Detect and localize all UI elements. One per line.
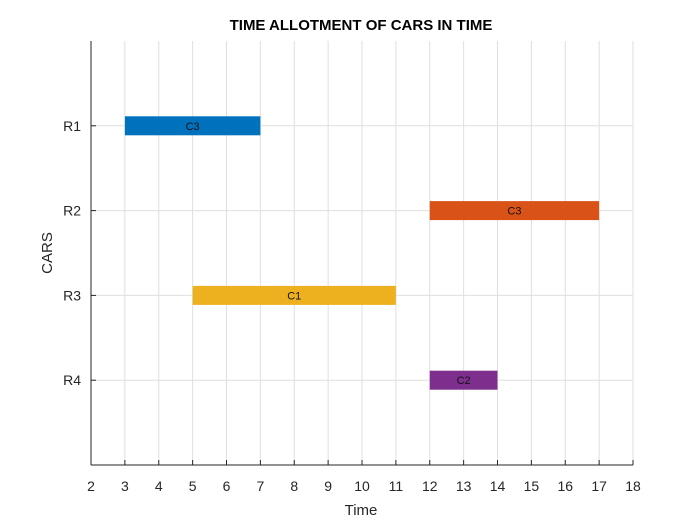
bar-label: C1	[287, 290, 301, 302]
x-tick-label: 8	[290, 478, 298, 494]
y-tick-label: R2	[63, 203, 81, 219]
x-tick-label: 3	[121, 478, 129, 494]
gantt-bar	[429, 370, 498, 390]
y-axis-label: CARS	[39, 232, 56, 274]
grid	[90, 41, 634, 465]
gantt-bar	[124, 116, 261, 136]
x-tick-label: 9	[324, 478, 332, 494]
chart-title: TIME ALLOTMENT OF CARS IN TIME	[230, 17, 493, 34]
bars: C3 C3 C1 C2	[124, 116, 600, 390]
bar-label: C3	[507, 206, 521, 218]
y-tick-label: R3	[63, 287, 81, 303]
x-tick-label: 10	[354, 478, 370, 494]
x-tick-label: 7	[256, 478, 264, 494]
x-tick-label: 15	[524, 478, 540, 494]
x-tick-label: 5	[189, 478, 197, 494]
gantt-bar	[192, 285, 396, 305]
x-tick-label: 13	[456, 478, 472, 494]
y-tick-label: R1	[63, 118, 81, 134]
x-tick-label: 16	[557, 478, 573, 494]
x-tick-label: 14	[490, 478, 506, 494]
bar-label: C3	[186, 121, 200, 133]
bar-label: C2	[457, 375, 471, 387]
x-tick-label: 11	[389, 478, 404, 494]
x-tick-label: 2	[87, 478, 95, 494]
x-tick-label: 12	[422, 478, 438, 494]
x-tick-label: 4	[155, 478, 163, 494]
x-tick-label: 18	[625, 478, 641, 494]
x-axis-label: Time	[345, 502, 378, 519]
gantt-bar	[429, 201, 600, 221]
x-tick-label: 6	[223, 478, 231, 494]
axes: 2 3 4 5 6 7 8 9 10 11 12 13 14 15 16 17 18 R1 R2 R3 R4	[63, 41, 641, 494]
x-tick-label: 17	[591, 478, 607, 494]
y-tick-label: R4	[63, 372, 81, 388]
